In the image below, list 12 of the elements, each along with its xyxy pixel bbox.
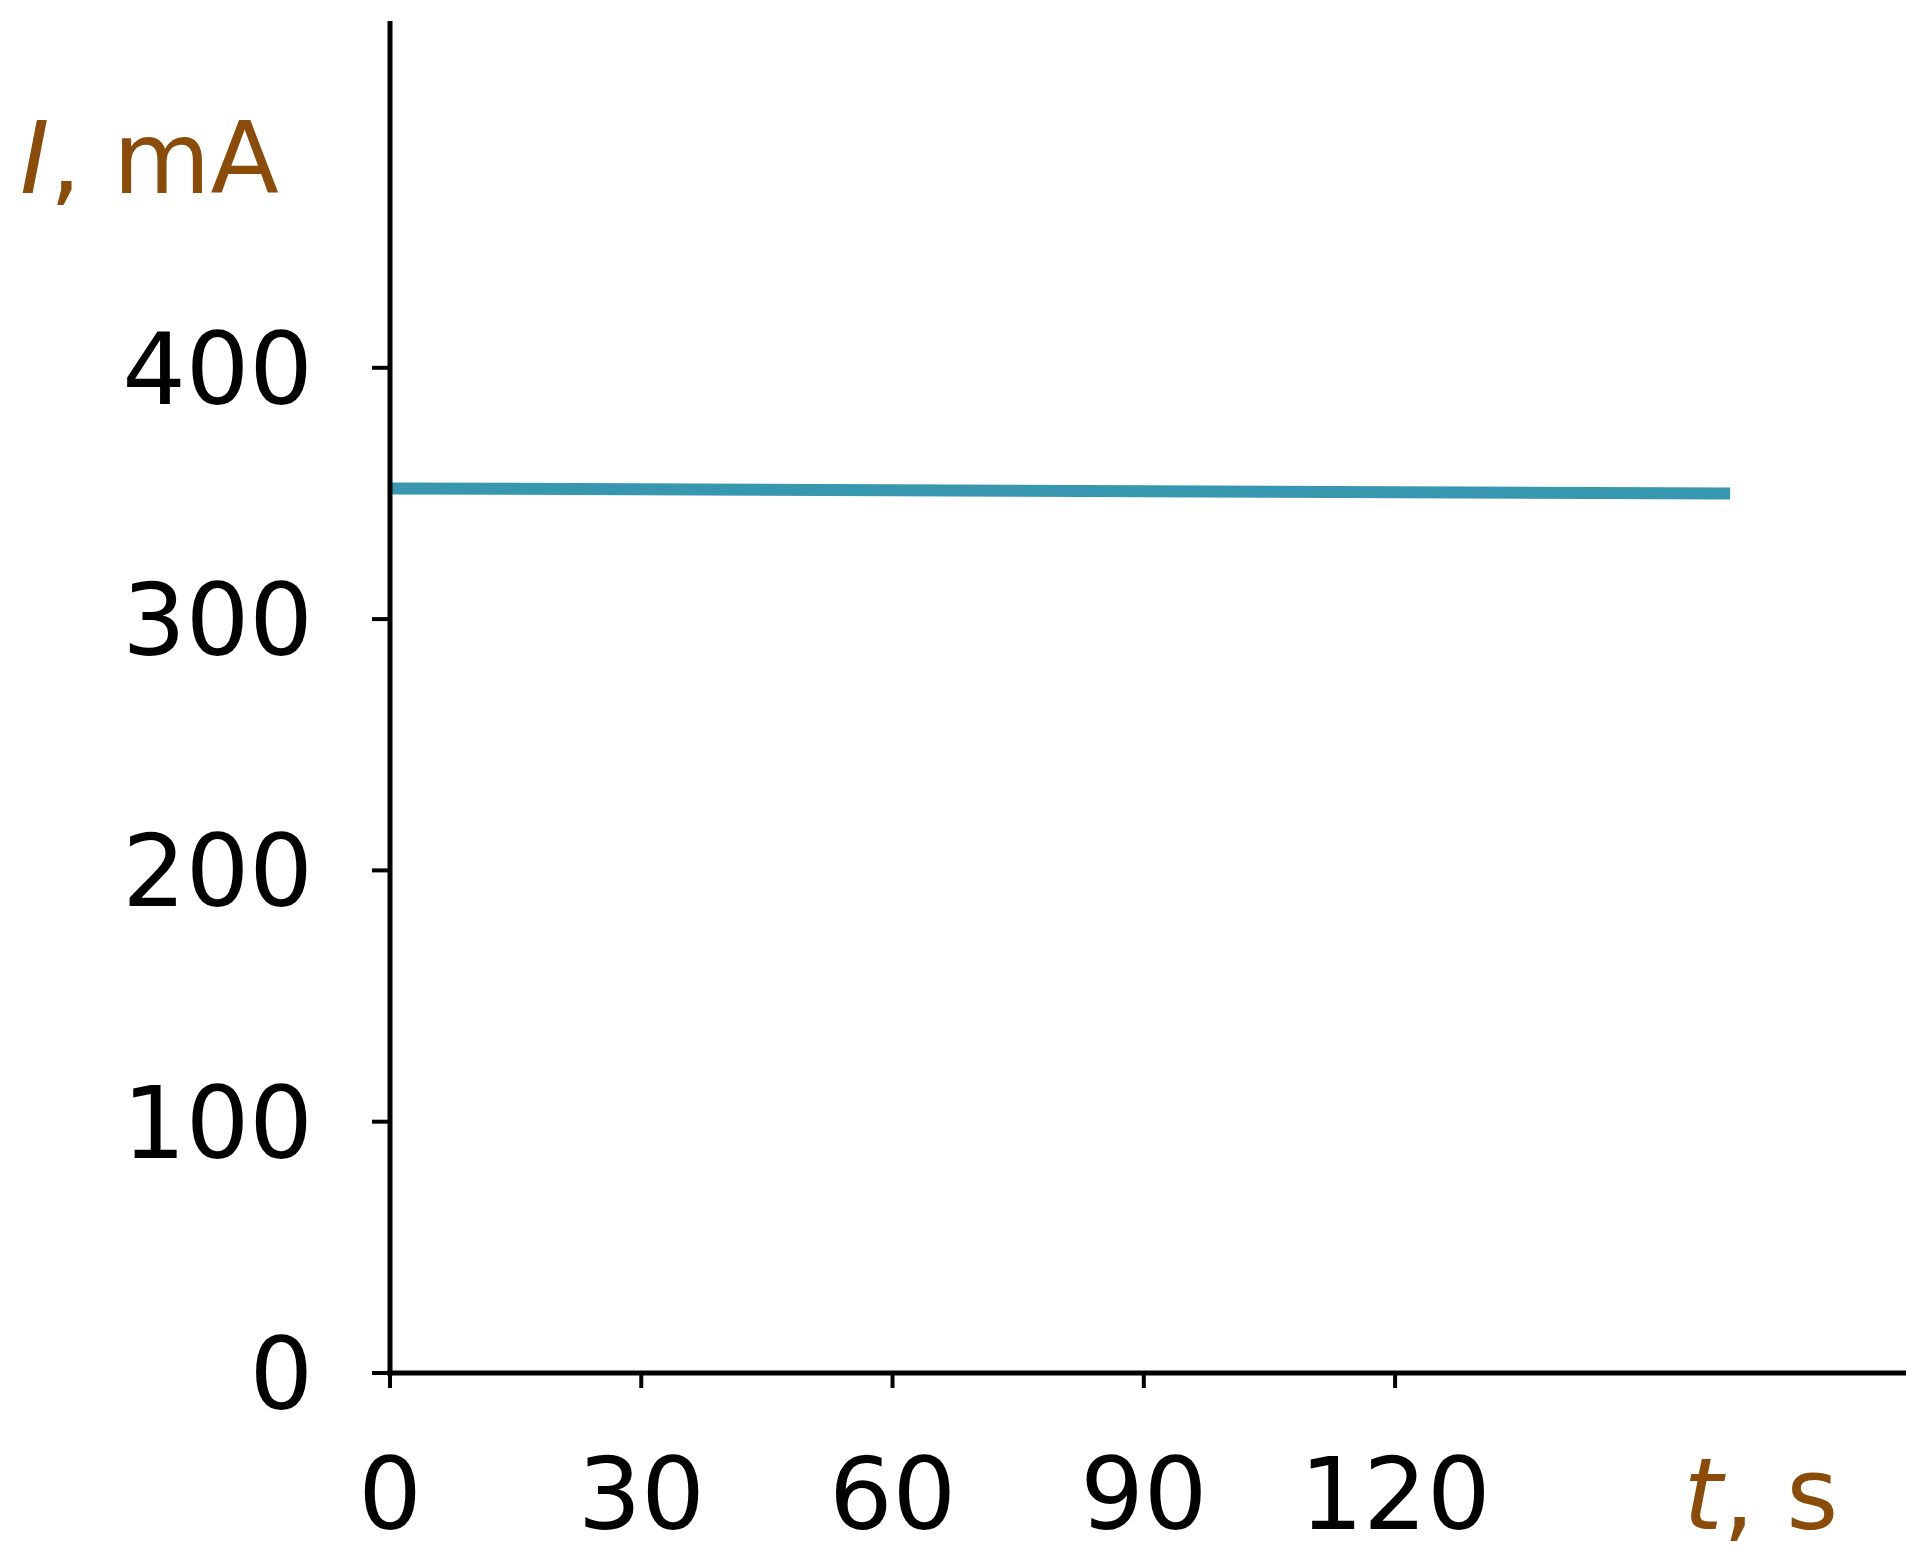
y-tick-label: 400 <box>122 310 313 428</box>
x-tick-label: 90 <box>1080 1436 1208 1553</box>
y-tick-label: 0 <box>249 1316 313 1433</box>
x-tick-label: 30 <box>577 1436 705 1553</box>
x-axis-title: t, s <box>1683 1436 1839 1553</box>
y-tick-label: 200 <box>122 813 313 931</box>
y-tick-label: 300 <box>122 562 313 680</box>
x-tick-label: 0 <box>358 1436 422 1553</box>
y-tick-label: 100 <box>122 1064 313 1182</box>
x-tick-label: 60 <box>828 1436 957 1553</box>
y-axis-title: I, mA <box>20 100 279 217</box>
x-tick-label: 120 <box>1299 1436 1491 1553</box>
